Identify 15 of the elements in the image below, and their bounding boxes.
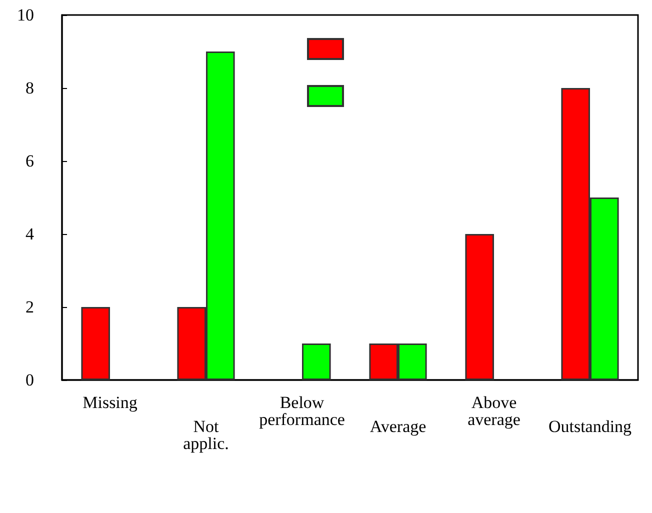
y-tick-label: 4 xyxy=(26,224,34,244)
x-tick-label: Average xyxy=(370,417,426,436)
y-tick-label: 6 xyxy=(26,152,34,170)
y-tick-label: 8 xyxy=(26,78,34,98)
bar xyxy=(302,344,331,380)
y-tick-label: 0 xyxy=(26,370,34,390)
x-tick-label: Missing xyxy=(82,393,138,412)
x-tick-label: Outstanding xyxy=(548,417,632,436)
y-tick-label: 2 xyxy=(26,298,34,316)
bar xyxy=(81,307,110,380)
x-tick-label: Below performance xyxy=(259,393,345,429)
bar xyxy=(465,234,494,380)
x-tick-label: Above average xyxy=(468,393,520,429)
y-tick-label: 10 xyxy=(17,6,34,24)
x-tick-label: Not applic. xyxy=(183,417,229,453)
